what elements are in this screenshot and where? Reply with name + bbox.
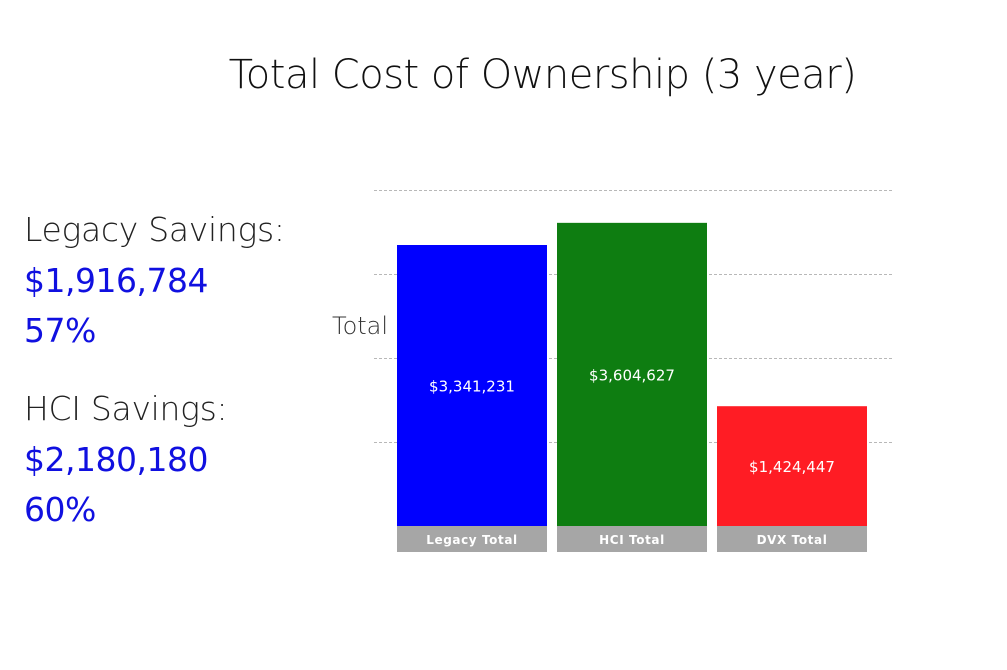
hci-savings-amount: $2,180,180: [24, 440, 208, 479]
legacy-savings-amount: $1,916,784: [24, 261, 208, 300]
bar-value-label: $3,341,231: [429, 378, 515, 396]
bar: [397, 245, 547, 526]
bar-value-label: $1,424,447: [749, 458, 835, 476]
chart-title: Total Cost of Ownership (3 year): [228, 52, 857, 98]
bar: [557, 222, 707, 526]
category-band: [717, 526, 867, 552]
category-band: [557, 526, 707, 552]
category-label: DVX Total: [757, 533, 828, 547]
y-axis-label: Total: [332, 312, 389, 340]
bar-value-label: $3,604,627: [589, 366, 675, 384]
legacy-savings-label: Legacy Savings:: [24, 210, 285, 249]
category-band: [397, 526, 547, 552]
hci-savings-percent: 60%: [24, 490, 96, 529]
hci-savings-label: HCI Savings:: [24, 389, 228, 428]
category-label: HCI Total: [599, 533, 665, 547]
category-label: Legacy Total: [426, 533, 518, 547]
legacy-savings-percent: 57%: [24, 311, 96, 350]
bar: [717, 406, 867, 526]
